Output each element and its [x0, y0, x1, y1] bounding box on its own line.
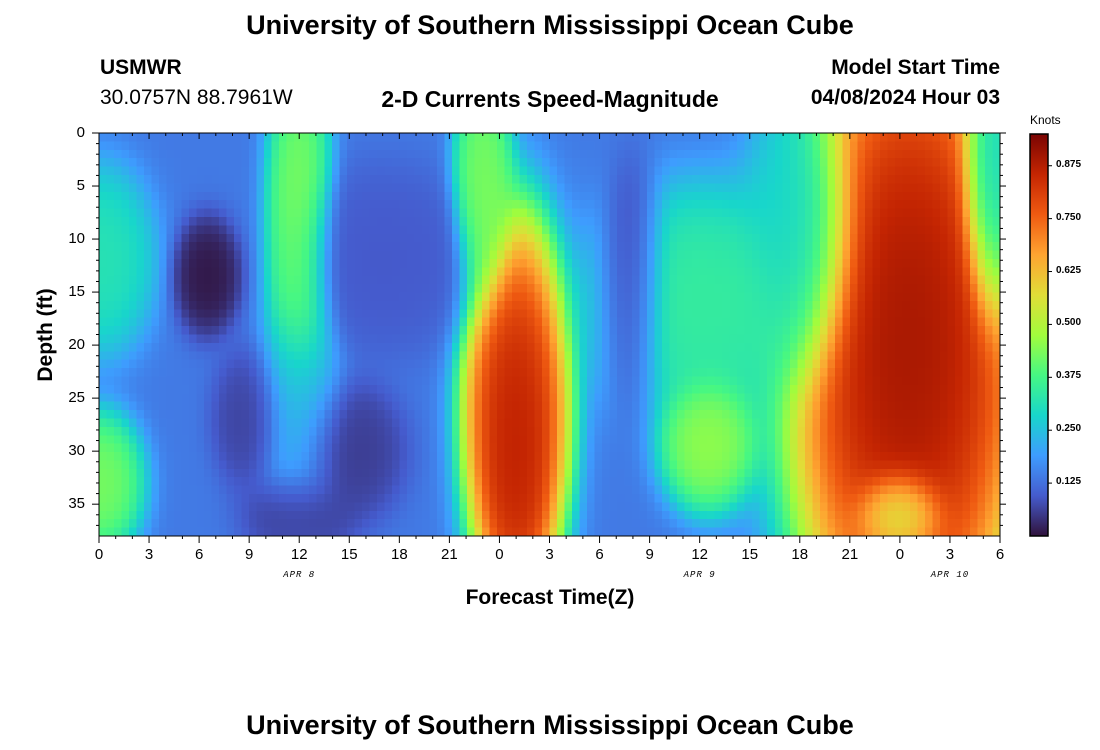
date-label: APR 10: [930, 570, 970, 580]
colorbar-tick-label: 0.875: [1056, 158, 1082, 170]
colorbar-tick-label: 0.750: [1056, 211, 1082, 223]
x-tick-label: 9: [244, 546, 254, 563]
y-tick-label: 0: [76, 124, 85, 141]
x-tick-label: 0: [94, 546, 104, 563]
y-tick-label: 20: [68, 336, 85, 354]
colorbar-tick-label: 0.375: [1056, 370, 1082, 382]
chart-subtitle: 2-D Currents Speed-Magnitude: [381, 86, 719, 112]
x-tick-label: 15: [340, 546, 358, 563]
y-tick-label: 35: [68, 495, 85, 513]
page-title: University of Southern Mississippi Ocean…: [246, 10, 854, 40]
x-tick-label: 18: [390, 546, 408, 563]
y-tick-label: 5: [76, 177, 85, 195]
y-tick-label: 10: [68, 230, 85, 248]
model-start-label: Model Start Time: [831, 56, 1000, 79]
x-tick-label: 18: [791, 546, 809, 563]
x-tick-label: 21: [441, 546, 458, 563]
y-tick-label: 30: [68, 442, 85, 460]
y-tick-label: 15: [68, 283, 85, 301]
colorbar: [1029, 133, 1049, 537]
axes-group: [92, 132, 1052, 543]
x-tick-label: 6: [995, 546, 1005, 563]
y-axis-label: Depth (ft): [34, 288, 57, 382]
x-tick-label: 3: [945, 546, 955, 563]
x-tick-label: 21: [841, 546, 859, 563]
x-tick-label: 0: [495, 546, 504, 563]
model-start-time: 04/08/2024 Hour 03: [810, 86, 1000, 109]
colorbar-tick-label: 0.625: [1056, 264, 1082, 276]
y-tick-label: 25: [68, 389, 85, 407]
x-tick-label: 12: [691, 546, 708, 563]
x-tick-label: 3: [144, 546, 154, 563]
colorbar-label: Knots: [1030, 113, 1061, 127]
x-tick-label: 6: [595, 546, 604, 563]
station-coordinates: 30.0757N 88.7961W: [100, 86, 293, 109]
date-label: APR 8: [283, 570, 316, 580]
x-tick-label: 15: [741, 546, 759, 563]
colorbar-tick-label: 0.250: [1056, 423, 1082, 435]
colorbar-tick-label: 0.500: [1056, 317, 1082, 329]
x-tick-label: 9: [645, 546, 654, 563]
speed-heatmap: [99, 133, 1000, 536]
x-tick-label: 12: [290, 546, 308, 563]
x-tick-label: 3: [545, 546, 554, 563]
x-axis-label: Forecast Time(Z): [465, 586, 635, 609]
station-name: USMWR: [100, 56, 182, 79]
footer-title: University of Southern Mississippi Ocean…: [246, 710, 854, 740]
date-label: APR 9: [683, 570, 716, 580]
x-tick-label: 6: [194, 546, 204, 563]
colorbar-tick-label: 0.125: [1056, 476, 1082, 488]
x-tick-label: 0: [895, 546, 905, 563]
